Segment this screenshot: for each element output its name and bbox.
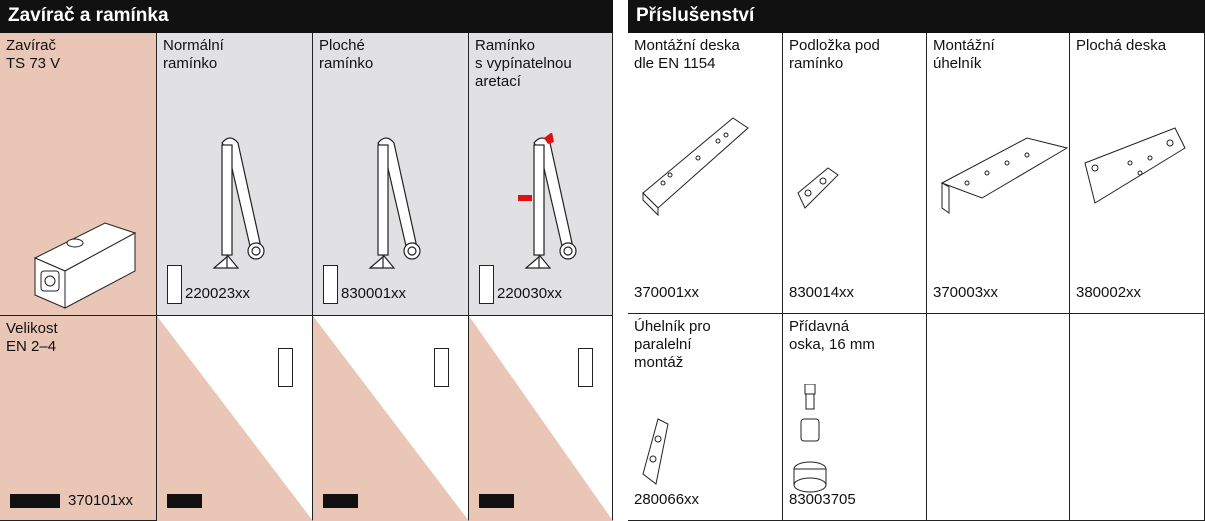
label-line: TS 73 V	[6, 55, 61, 72]
checkbox	[167, 265, 182, 304]
cell: Přídavná oska, 16 mm 83003705	[783, 314, 927, 521]
label-line: ramínko	[319, 55, 374, 72]
product-code: 380002xx	[1076, 284, 1142, 301]
product-code: 830001xx	[341, 285, 407, 302]
illustration	[642, 117, 749, 217]
cell: Montážní úhelník 370003xx	[927, 33, 1070, 314]
label-line: aretací	[475, 73, 521, 90]
illustration	[1084, 127, 1186, 204]
label-line: Ploché	[319, 37, 365, 54]
label-line: úhelník	[933, 55, 982, 72]
label-line: Zavírač	[6, 37, 57, 54]
cell-label: Montážní úhelník	[933, 37, 995, 73]
product-code: 370003xx	[933, 284, 999, 301]
cell: Normální ramínko 220023xx	[157, 33, 313, 316]
cell-label: Ramínko s vypínatelnou aretací	[475, 37, 572, 91]
checkbox	[578, 348, 593, 387]
cell-label: Ploché ramínko	[319, 37, 373, 73]
cell-label: Podložka pod ramínko	[789, 37, 880, 73]
label-line: ramínko	[163, 55, 218, 72]
product-code: 370001xx	[634, 284, 700, 301]
label-line: Úhelník pro	[634, 318, 711, 335]
illustration	[518, 133, 577, 269]
cell	[469, 316, 613, 521]
cell: Ploché ramínko 830001xx	[313, 33, 469, 316]
marker	[167, 494, 202, 508]
product-code: 220023xx	[185, 285, 251, 302]
label-line: oska, 16 mm	[789, 336, 875, 353]
illustration	[469, 316, 613, 521]
checkbox	[479, 265, 494, 304]
label-line: Přídavná	[789, 318, 850, 335]
section-title: Zavírač a ramínka	[0, 0, 613, 33]
illustration	[313, 316, 469, 521]
illustration	[212, 137, 265, 269]
label-line: Montážní	[933, 37, 995, 54]
marker	[323, 494, 358, 508]
illustration	[33, 222, 137, 309]
cell: Ramínko s vypínatelnou aretací 220030xx	[469, 33, 613, 316]
cell-label: Montážní deska dle EN 1154	[634, 37, 740, 73]
cell: Velikost EN 2–4 370101xx	[0, 316, 157, 521]
illustration	[793, 384, 827, 493]
label-line: s vypínatelnou	[475, 55, 572, 72]
cell: Podložka pod ramínko 830014xx	[783, 33, 927, 314]
product-code: 830014xx	[789, 284, 855, 301]
label-line: Plochá deska	[1076, 37, 1167, 54]
label-line: Normální	[163, 37, 224, 54]
illustration	[940, 137, 1069, 214]
product-code: 280066xx	[634, 491, 700, 508]
label-line: Ramínko	[475, 37, 536, 54]
section-title: Příslušenství	[628, 0, 1205, 33]
label-line: montáž	[634, 354, 684, 371]
label-line: ramínko	[789, 55, 844, 72]
marker	[10, 494, 60, 508]
cell	[157, 316, 313, 521]
cell-label: Normální ramínko	[163, 37, 224, 73]
label-line: Podložka pod	[789, 37, 880, 54]
product-code: 83003705	[789, 491, 856, 508]
cell	[313, 316, 469, 521]
checkbox	[434, 348, 449, 387]
illustration	[157, 316, 313, 521]
cell-label: Zavírač TS 73 V	[6, 37, 60, 73]
cell: Plochá deska 380002xx	[1070, 33, 1205, 314]
checkbox	[278, 348, 293, 387]
cell: Zavírač TS 73 V	[0, 33, 157, 316]
label-line: Montážní deska	[634, 37, 740, 54]
cell-label: Velikost EN 2–4	[6, 320, 58, 356]
cell	[1070, 314, 1205, 521]
cell: Montážní deska dle EN 1154 370001xx	[628, 33, 783, 314]
illustration	[368, 137, 421, 269]
label-line: EN 2–4	[6, 338, 57, 355]
cell: Úhelník pro paralelní montáž 280066xx	[628, 314, 783, 521]
label-line: paralelní	[634, 336, 692, 353]
label-line: dle EN 1154	[634, 55, 716, 72]
product-code: 220030xx	[497, 285, 563, 302]
illustration	[642, 418, 669, 485]
cell	[927, 314, 1070, 521]
product-code: 370101xx	[68, 492, 134, 509]
cell-label: Úhelník pro paralelní montáž	[634, 318, 711, 372]
label-line: Velikost	[6, 320, 58, 337]
cell-label: Přídavná oska, 16 mm	[789, 318, 875, 354]
checkbox	[323, 265, 338, 304]
cell-label: Plochá deska	[1076, 37, 1166, 55]
illustration	[797, 167, 839, 209]
marker	[479, 494, 514, 508]
